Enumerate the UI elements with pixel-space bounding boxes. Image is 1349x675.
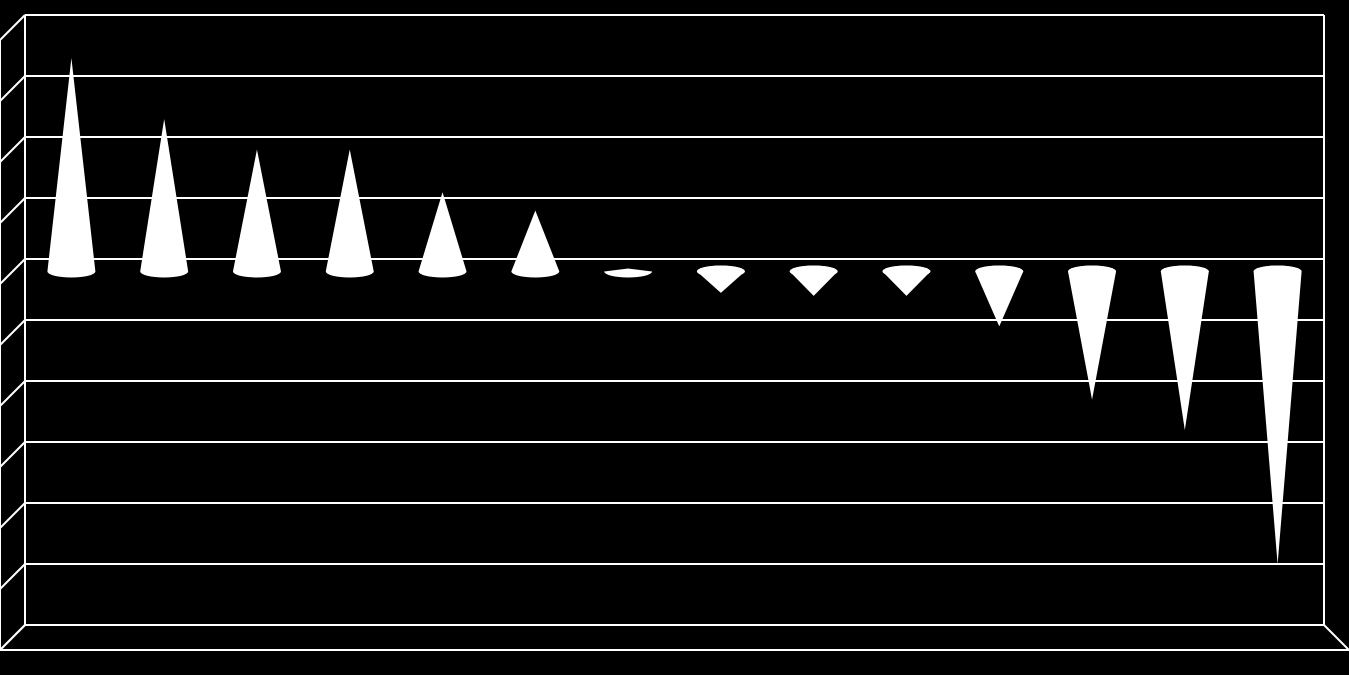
cone-cap xyxy=(1068,266,1116,278)
cone-cap xyxy=(790,266,838,278)
cone-cap xyxy=(697,266,745,278)
cone-cap xyxy=(1254,266,1302,278)
cone-bar-chart xyxy=(0,0,1349,675)
cone-cap xyxy=(882,266,930,278)
cone-cap xyxy=(1161,266,1209,278)
cone-cap xyxy=(975,266,1023,278)
